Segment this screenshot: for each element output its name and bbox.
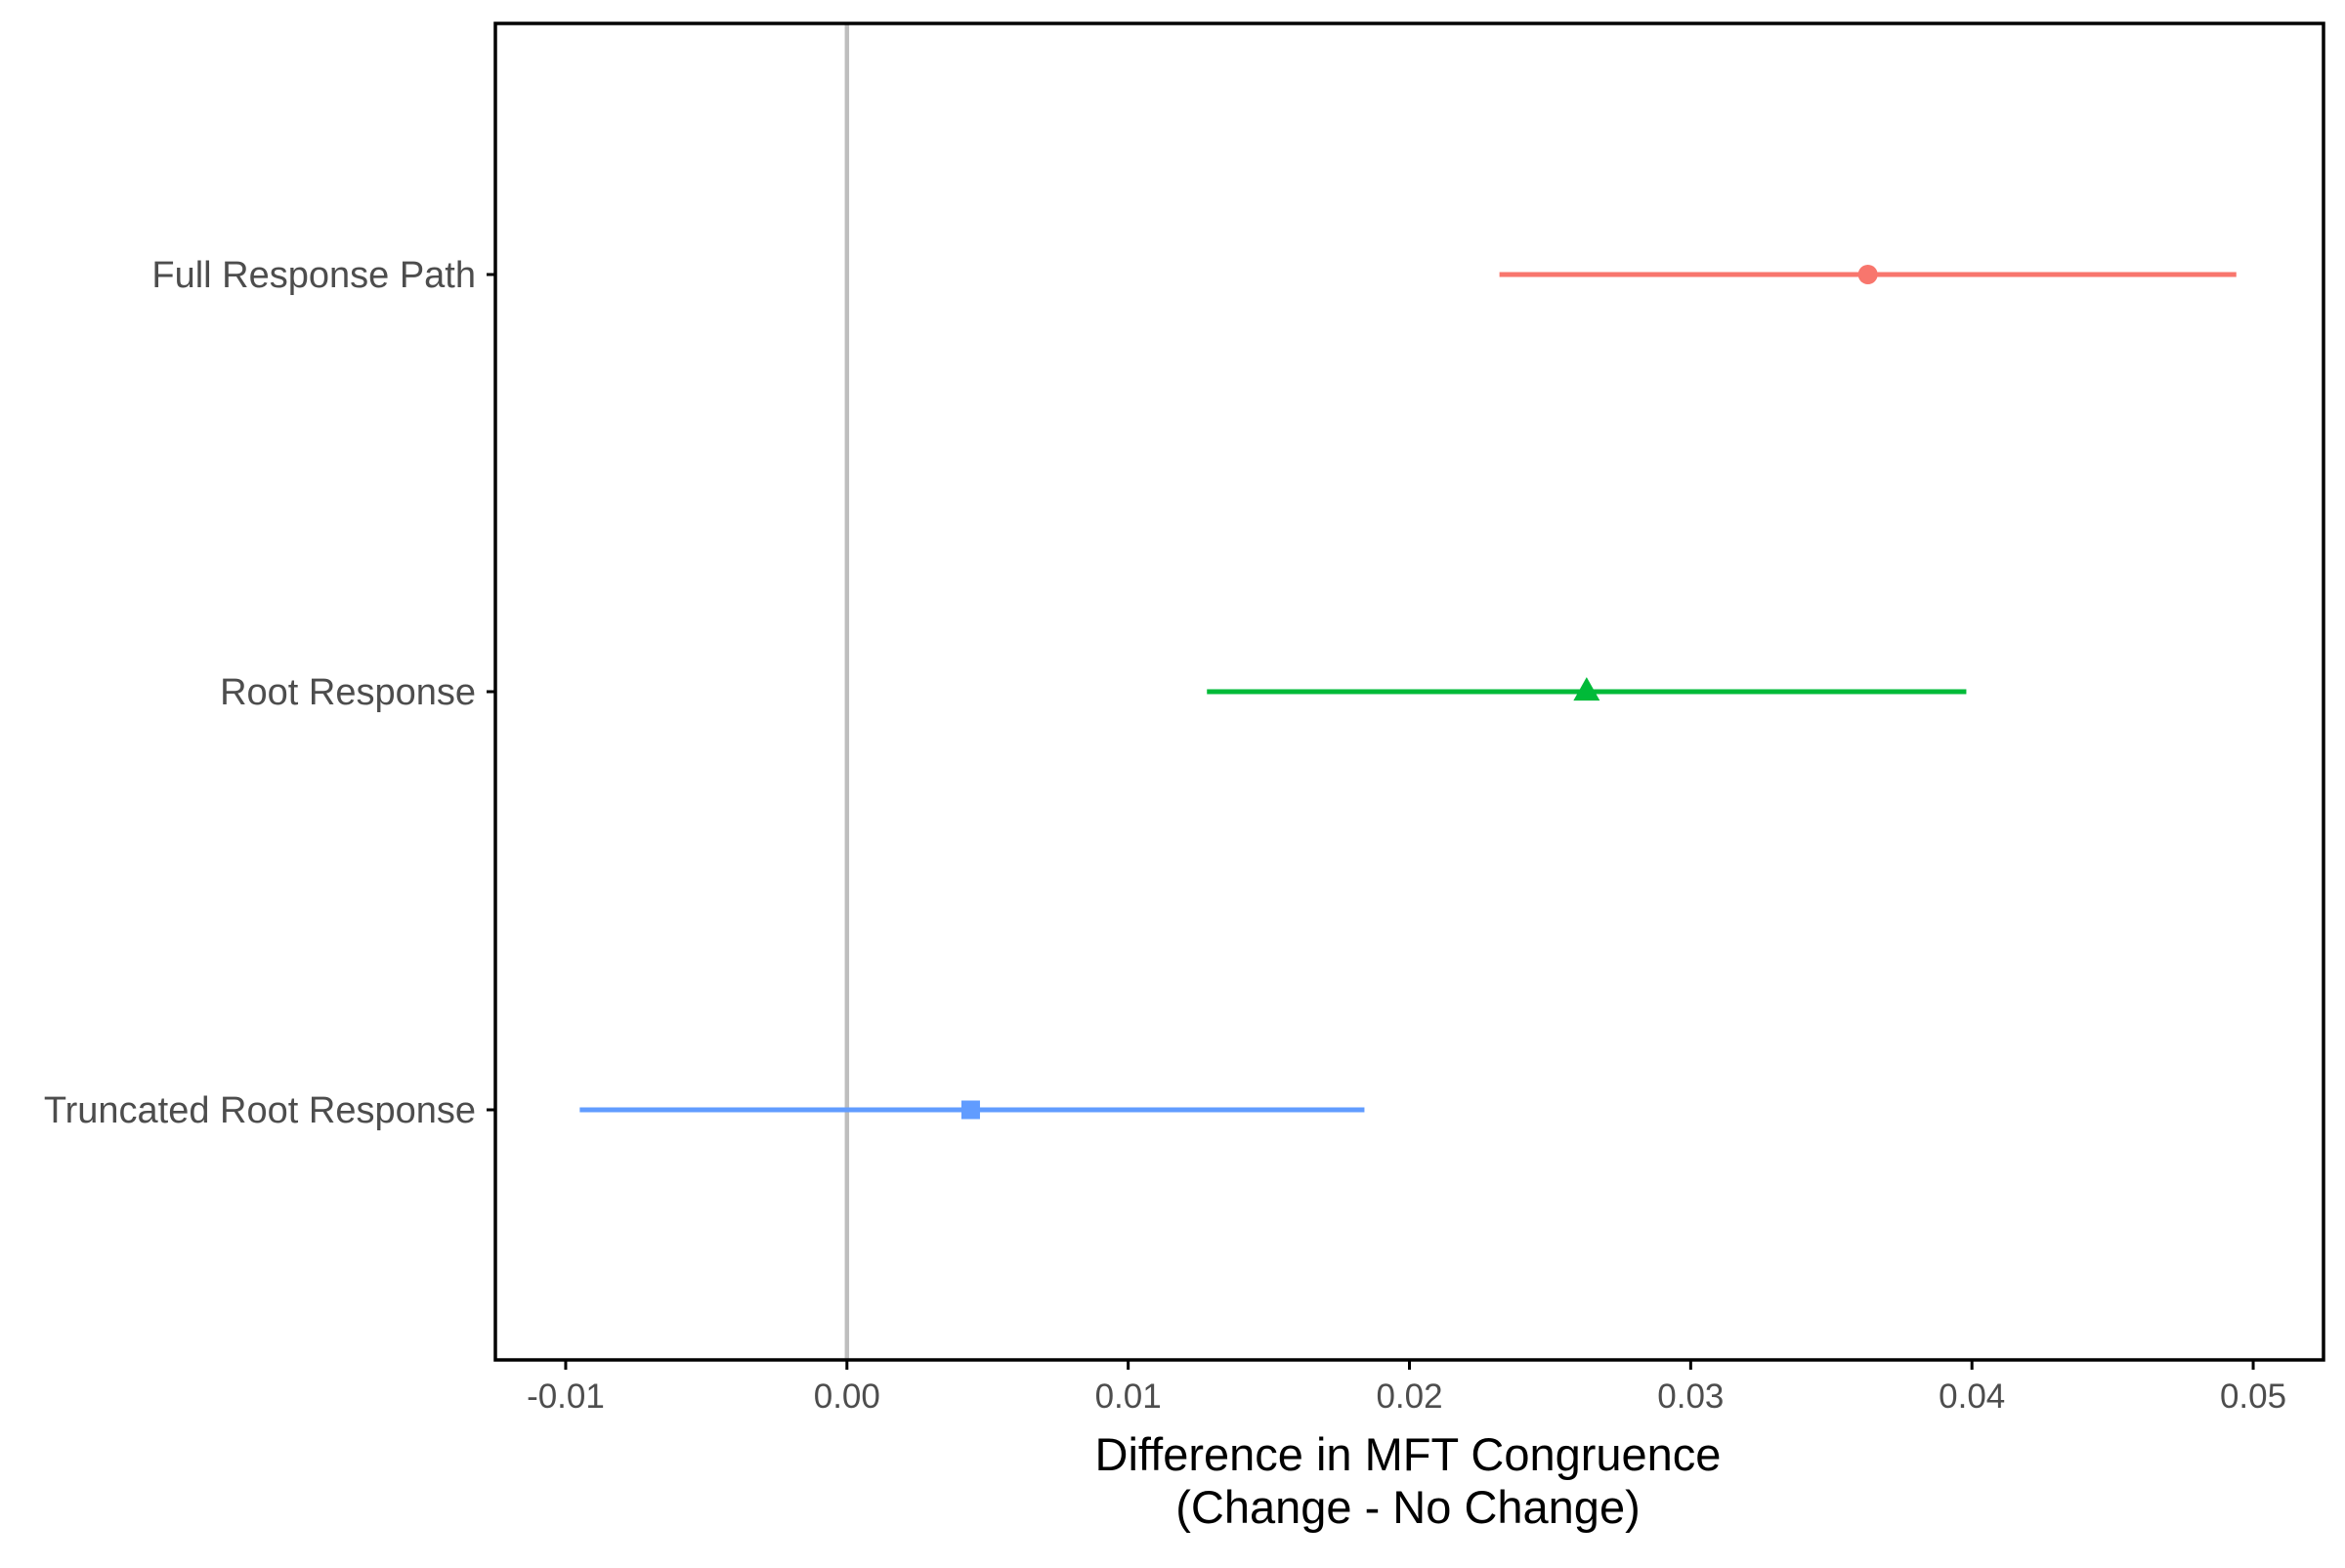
- x-tick-label: 0.04: [1939, 1377, 2005, 1416]
- y-tick-label-full-response-path: Full Response Path: [151, 255, 476, 296]
- y-tick-label-truncated-root-response: Truncated Root Response: [44, 1090, 476, 1131]
- y-tick-label-root-response: Root Response: [220, 672, 476, 713]
- x-axis-title: Difference in MFT Congruence: [1095, 1428, 1722, 1480]
- x-tick-label: 0.05: [2220, 1377, 2286, 1416]
- x-tick-label: 0.03: [1657, 1377, 1724, 1416]
- point-root-response: [1573, 677, 1600, 701]
- x-tick-label: 0.01: [1095, 1377, 1162, 1416]
- x-tick-label: -0.01: [527, 1377, 605, 1416]
- label-layer: Full Response Path Root Response Truncated…: [44, 255, 2286, 1416]
- point-truncated-root-response: [960, 1100, 980, 1120]
- x-tick-label: 0.00: [814, 1377, 880, 1416]
- point-full-response-path: [1857, 265, 1878, 284]
- axis-layer: [487, 21, 2325, 1370]
- x-axis-title-line-2: (Change - No Change): [1175, 1481, 1641, 1533]
- x-tick-label: 0.02: [1376, 1377, 1442, 1416]
- marks-layer: [579, 265, 2237, 1120]
